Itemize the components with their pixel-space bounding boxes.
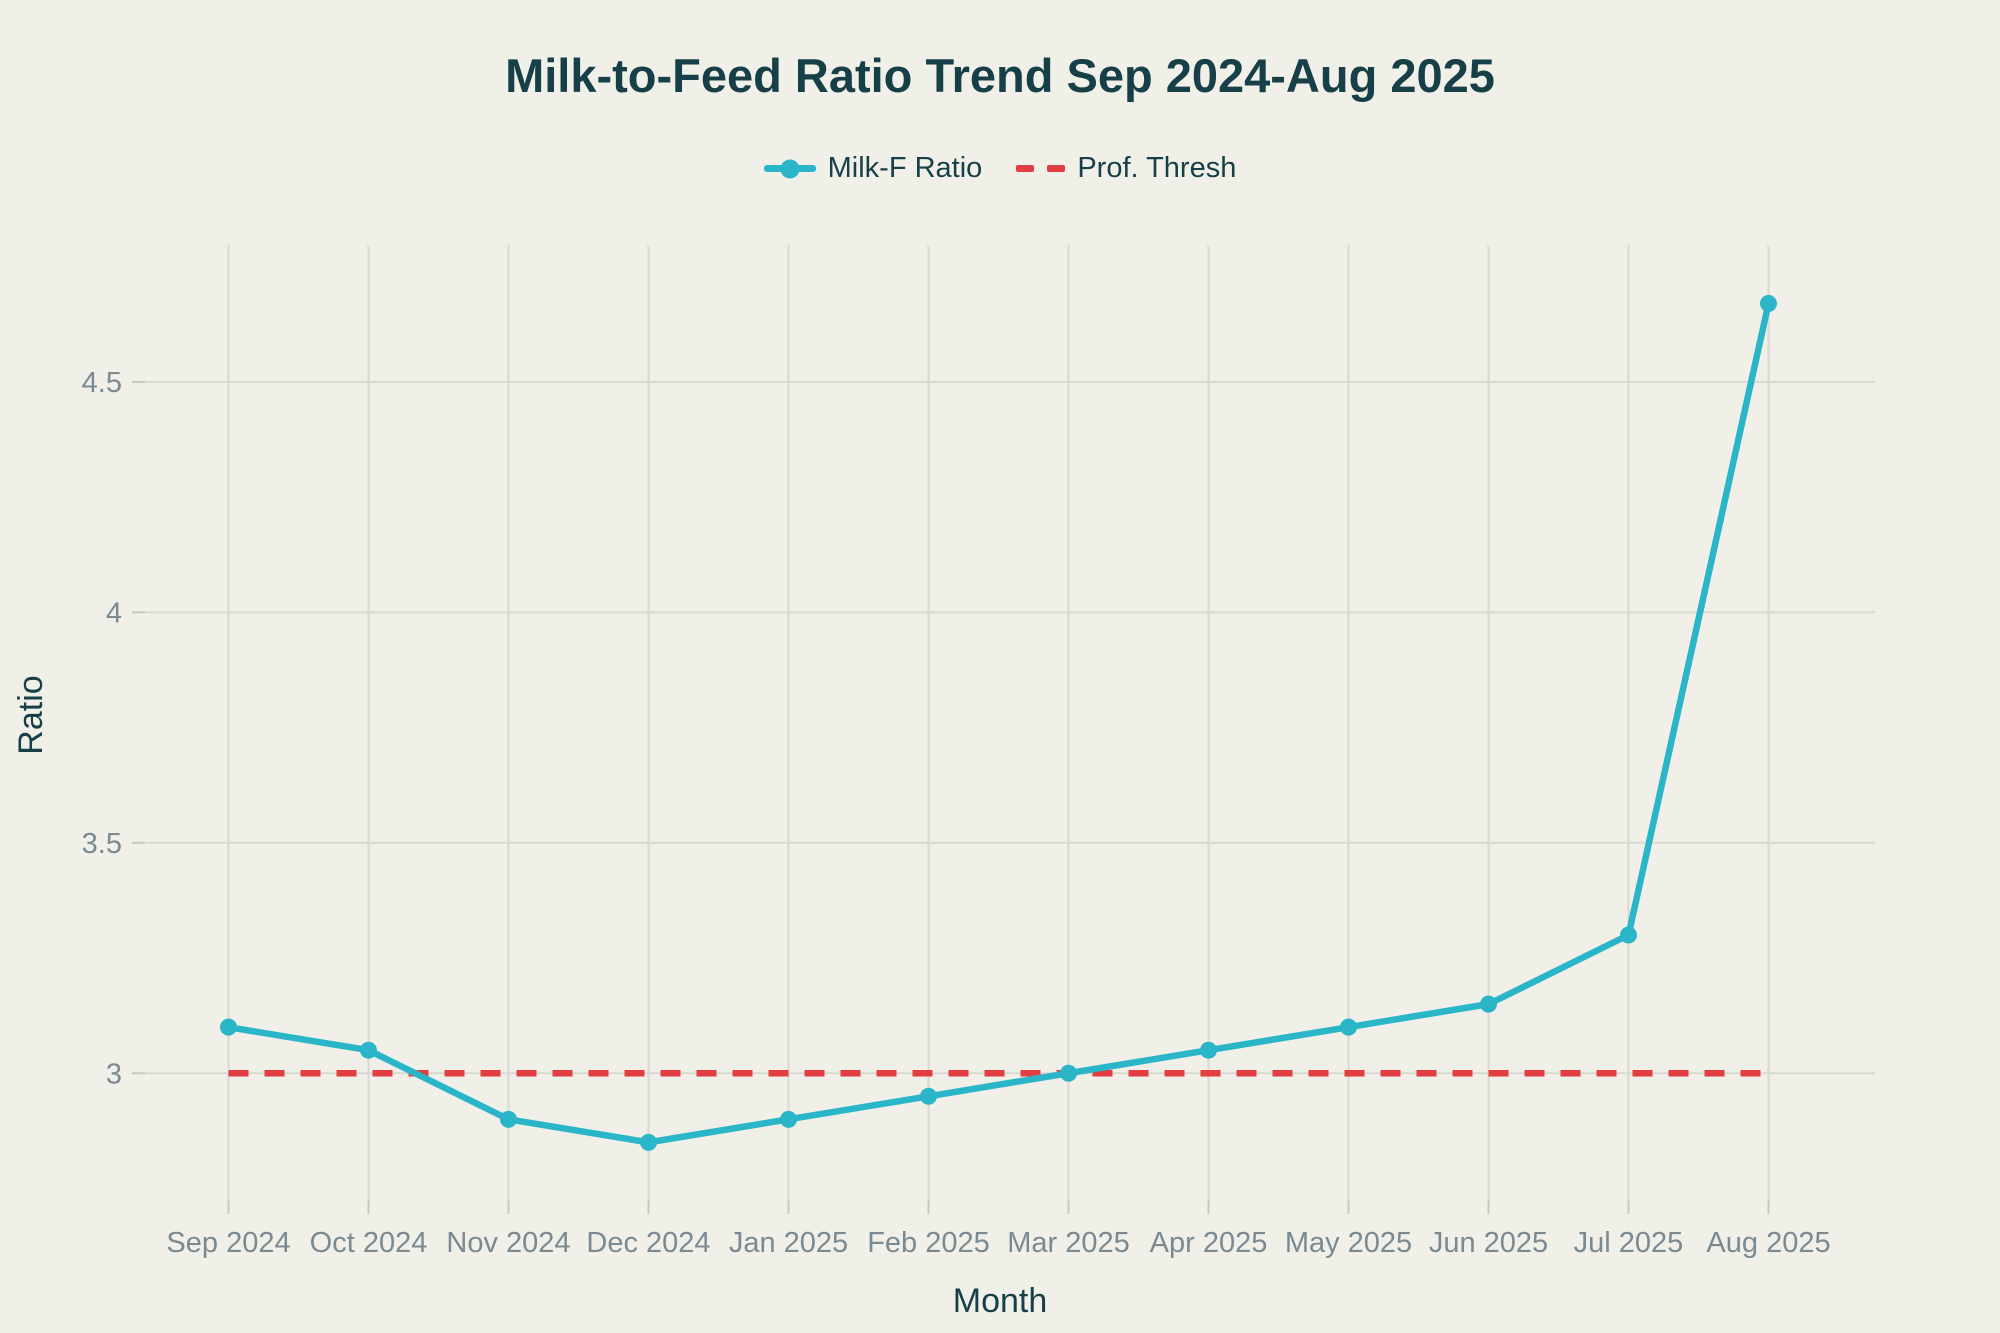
data-point-marker[interactable] <box>500 1110 517 1128</box>
dashed-line-swatch-icon <box>1016 165 1066 172</box>
data-point-marker[interactable] <box>1480 995 1497 1013</box>
data-point-marker[interactable] <box>360 1041 377 1059</box>
legend-label-milk-f-ratio: Milk-F Ratio <box>827 152 983 184</box>
legend-item-prof-thresh[interactable]: Prof. Thresh <box>1016 152 1236 185</box>
ratio-line-series <box>220 295 1777 1151</box>
legend-item-milk-f-ratio[interactable]: Milk-F Ratio <box>763 152 983 185</box>
chart-title: Milk-to-Feed Ratio Trend Sep 2024-Aug 20… <box>505 49 1495 102</box>
legend-label-prof-thresh: Prof. Thresh <box>1077 152 1237 184</box>
x-tick-label: Feb 2025 <box>867 1227 990 1259</box>
x-axis-title: Month <box>953 1282 1048 1320</box>
x-tick-label: Apr 2025 <box>1150 1227 1268 1259</box>
y-tick-label: 3 <box>106 1058 122 1090</box>
data-point-marker[interactable] <box>780 1110 797 1128</box>
x-tick-label: May 2025 <box>1285 1227 1412 1259</box>
x-tick-label: Jan 2025 <box>729 1227 848 1259</box>
data-point-marker[interactable] <box>1340 1018 1357 1036</box>
milk-feed-ratio-line <box>225 300 1772 1146</box>
y-tick-label: 3.5 <box>82 828 122 860</box>
data-point-marker[interactable] <box>920 1087 937 1105</box>
data-point-marker[interactable] <box>1060 1064 1077 1082</box>
x-tick-label: Mar 2025 <box>1007 1227 1130 1259</box>
data-point-marker[interactable] <box>1620 926 1637 944</box>
y-axis-tick-labels: 3 3.5 4 4.5 <box>82 367 122 1090</box>
x-tick-label: Aug 2025 <box>1706 1227 1830 1259</box>
data-point-marker[interactable] <box>1760 295 1777 313</box>
x-tick-label: Nov 2024 <box>446 1227 570 1259</box>
x-tick-label: Sep 2024 <box>166 1227 290 1259</box>
data-point-marker[interactable] <box>220 1018 237 1036</box>
marker-dot-icon <box>780 159 800 178</box>
x-gridlines <box>227 245 1770 1214</box>
line-marker-swatch-icon <box>763 159 816 178</box>
x-tick-label: Jul 2025 <box>1574 1227 1684 1259</box>
y-gridlines <box>132 380 1875 1075</box>
x-tick-label: Oct 2024 <box>310 1227 428 1259</box>
y-axis-title: Ratio <box>12 675 50 754</box>
x-tick-label: Jun 2025 <box>1429 1227 1548 1259</box>
data-point-marker[interactable] <box>1200 1041 1217 1059</box>
x-tick-label: Dec 2024 <box>586 1227 710 1259</box>
data-point-marker[interactable] <box>640 1133 657 1151</box>
legend: Milk-F Ratio Prof. Thresh <box>0 152 2000 185</box>
x-axis-tick-labels: Sep 2024 Oct 2024 Nov 2024 Dec 2024 Jan 2025… <box>166 1227 1830 1259</box>
y-tick-label: 4.5 <box>82 367 122 399</box>
y-tick-label: 4 <box>106 597 122 629</box>
